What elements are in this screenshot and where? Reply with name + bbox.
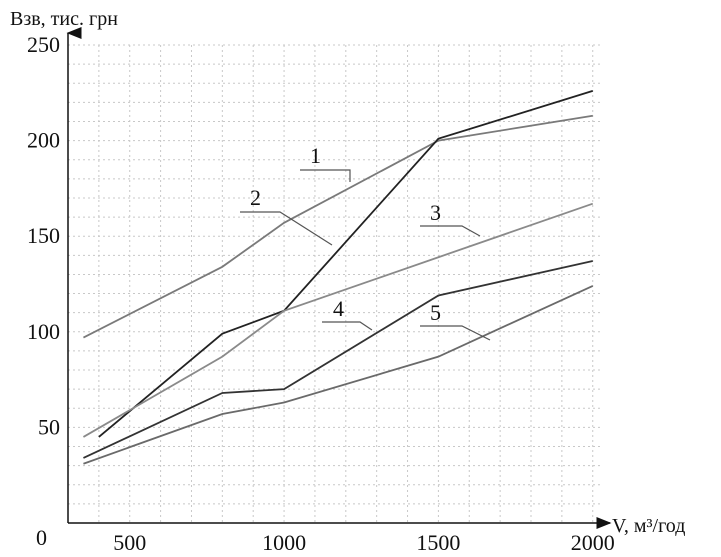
y-axis-title: Взв, тис. грн (10, 8, 118, 30)
series-labels: 1 2 3 4 5 (240, 143, 491, 341)
y-tick-label: 250 (27, 32, 60, 57)
x-tick-label: 1500 (416, 530, 460, 555)
axes (66, 27, 612, 529)
series-label-1: 1 (310, 143, 321, 168)
x-tick-label: 500 (113, 530, 146, 555)
label-leader-4 (322, 321, 373, 331)
series-line-1 (83, 114, 593, 339)
series-label-5: 5 (430, 300, 441, 325)
series-line-3 (82, 202, 594, 438)
label-leader-5 (420, 325, 491, 341)
series-label-3: 3 (430, 200, 441, 225)
series-label-4: 4 (333, 296, 344, 321)
series-group (82, 90, 594, 465)
series-line-5 (83, 285, 594, 465)
series-label-2: 2 (250, 185, 261, 210)
x-tick-label: 2000 (571, 530, 615, 555)
grid (68, 44, 602, 523)
y-tick-label: 150 (27, 223, 60, 248)
y-tick-label: 50 (38, 414, 60, 439)
origin-label: 0 (36, 525, 47, 550)
x-axis-title: V, м³/год (612, 515, 685, 537)
label-leader-2 (240, 211, 333, 246)
series-line-4 (83, 260, 593, 459)
x-tick-label: 1000 (262, 530, 306, 555)
label-leader-3 (420, 225, 481, 237)
label-leader-1 (300, 169, 351, 182)
y-tick-label: 100 (27, 319, 60, 344)
y-tick-label: 200 (27, 128, 60, 153)
